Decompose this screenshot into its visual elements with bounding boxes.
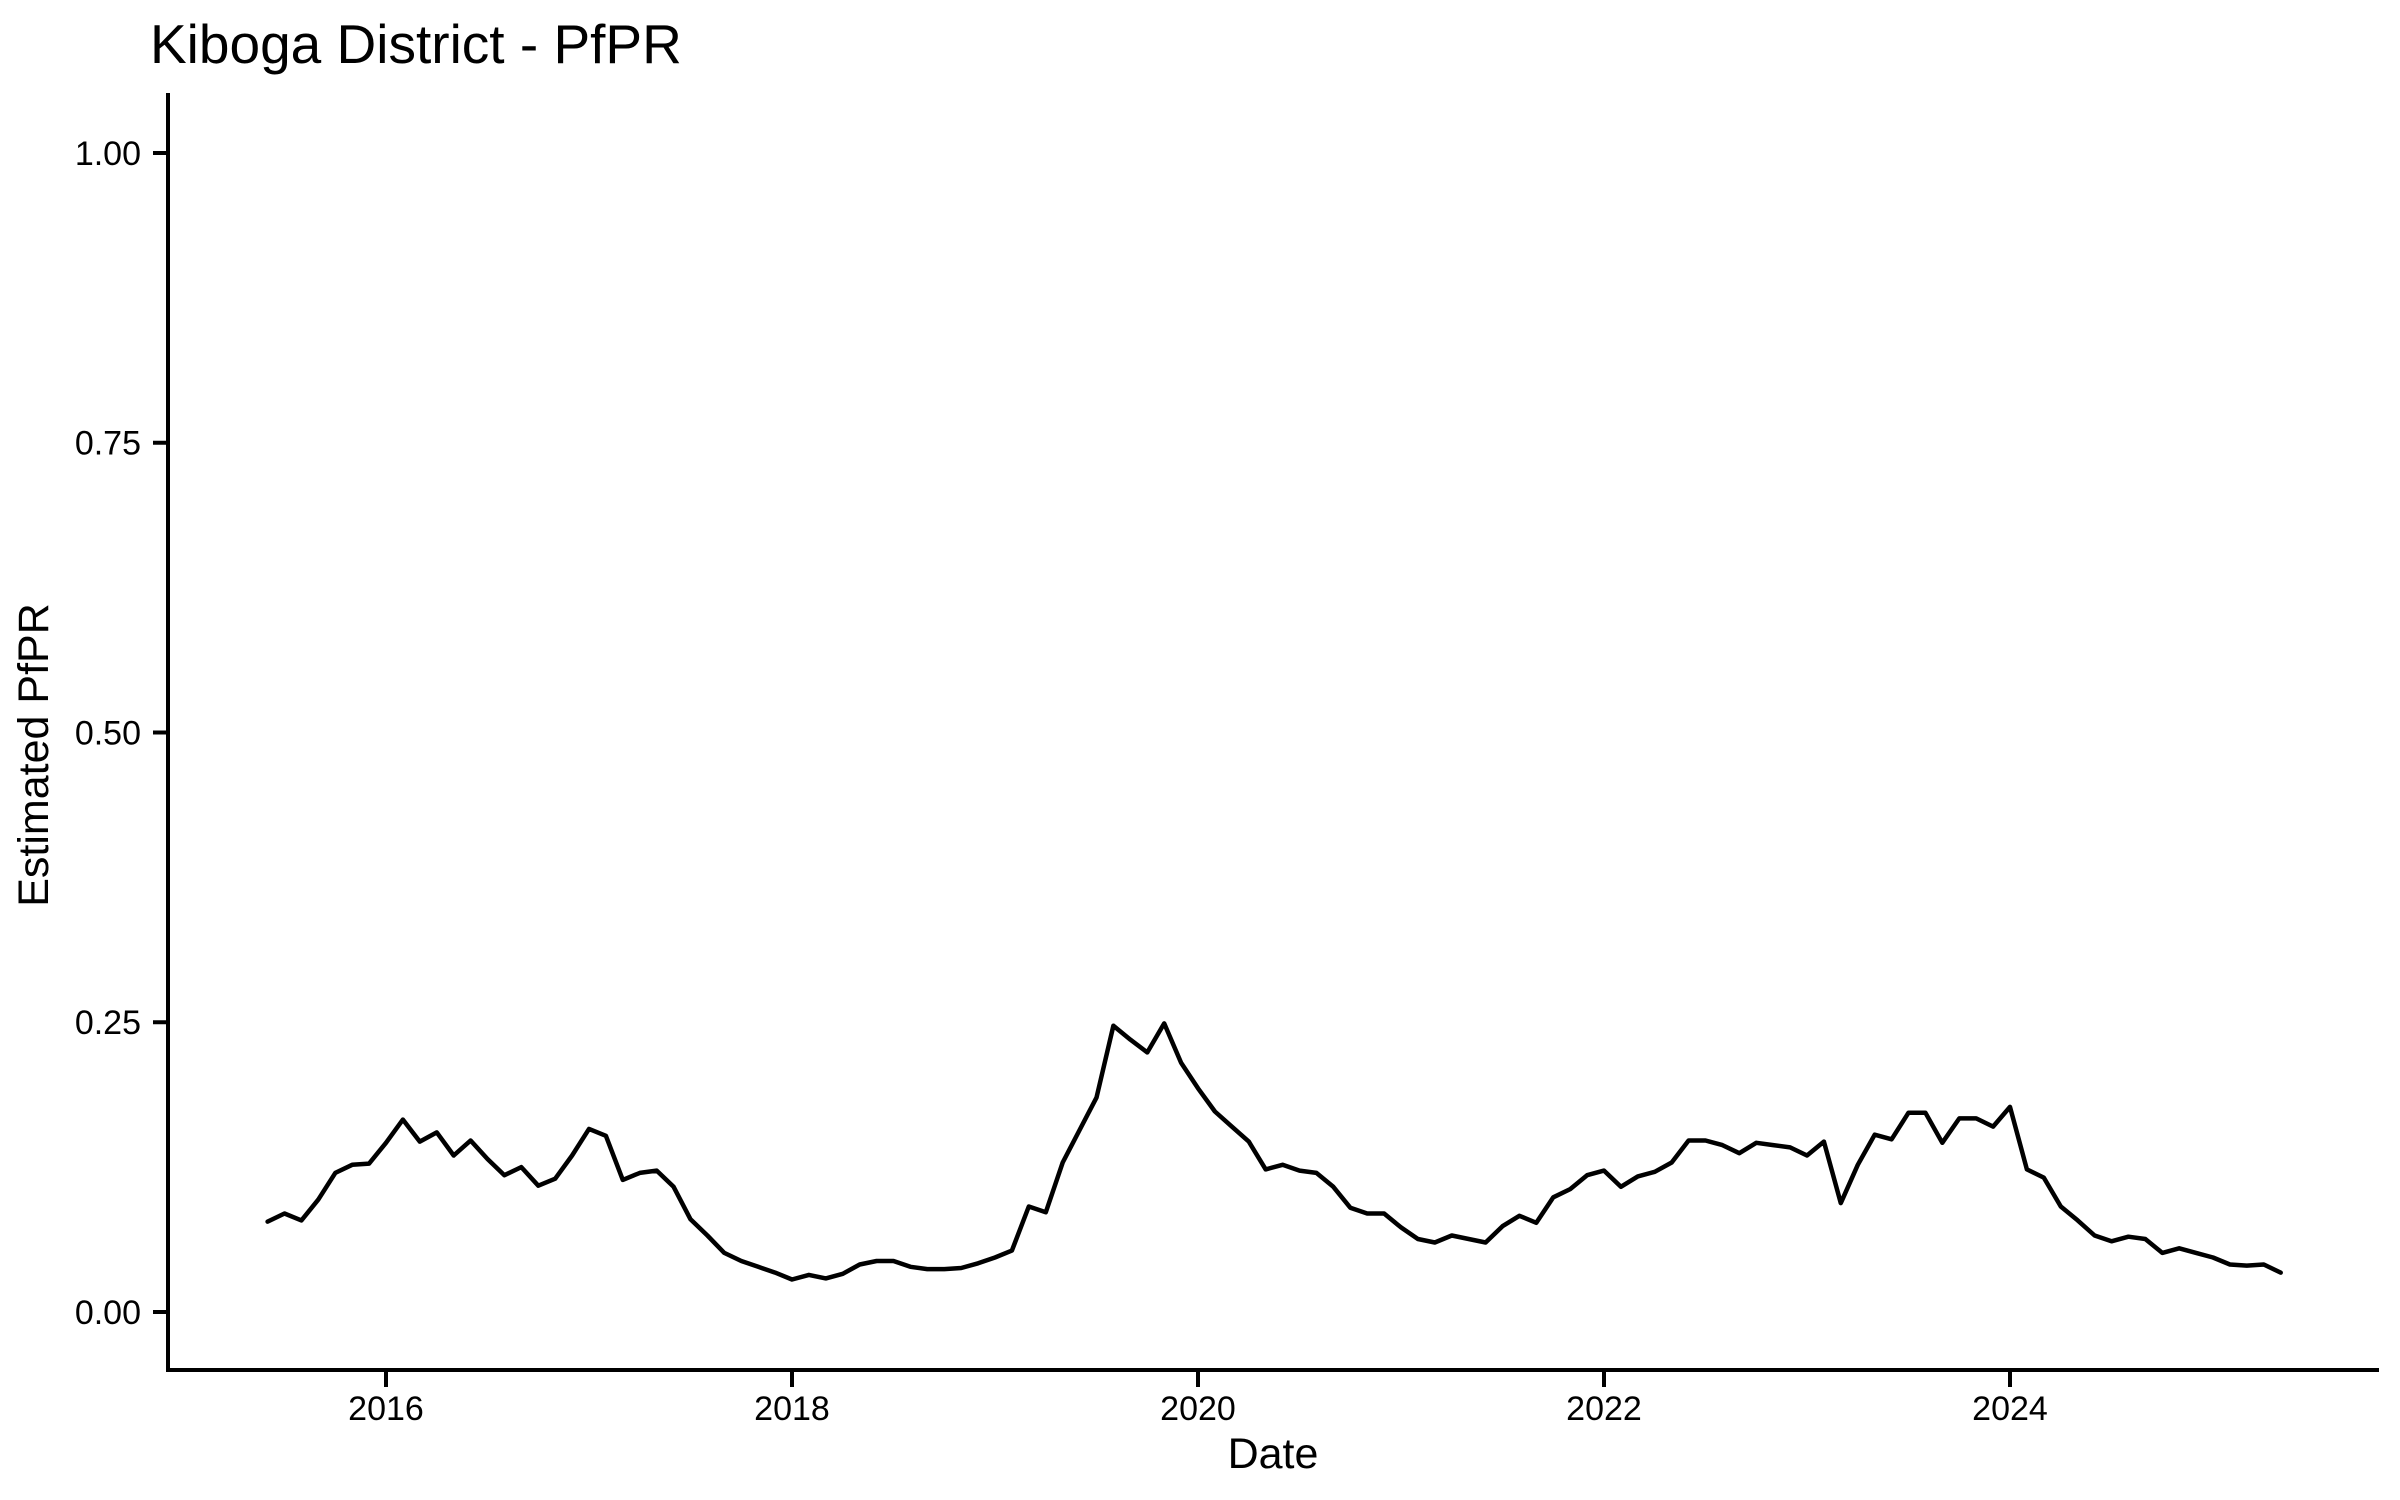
x-axis-ticks: 2016 2018 2020 2022 2024 [348,1372,2048,1428]
pfpr-data-line [265,1021,2283,1282]
y-tick-label: 0.25 [75,1004,141,1042]
x-axis-label: Date [1228,1430,1319,1478]
y-axis-label: Estimated PfPR [10,603,58,907]
y-tick-label: 1.00 [75,135,141,173]
chart-title: Kiboga District - PfPR [150,13,682,75]
y-tick-label: 0.50 [75,714,141,752]
y-tick-label: 0.00 [75,1294,141,1332]
y-axis-ticks: 0.00 0.25 0.50 0.75 1.00 [75,135,168,1332]
y-tick-label: 0.75 [75,425,141,463]
x-tick-label: 2016 [348,1390,424,1428]
x-tick-label: 2024 [1972,1390,2048,1428]
x-tick-label: 2020 [1160,1390,1236,1428]
x-tick-label: 2022 [1566,1390,1642,1428]
x-tick-label: 2018 [754,1390,830,1428]
